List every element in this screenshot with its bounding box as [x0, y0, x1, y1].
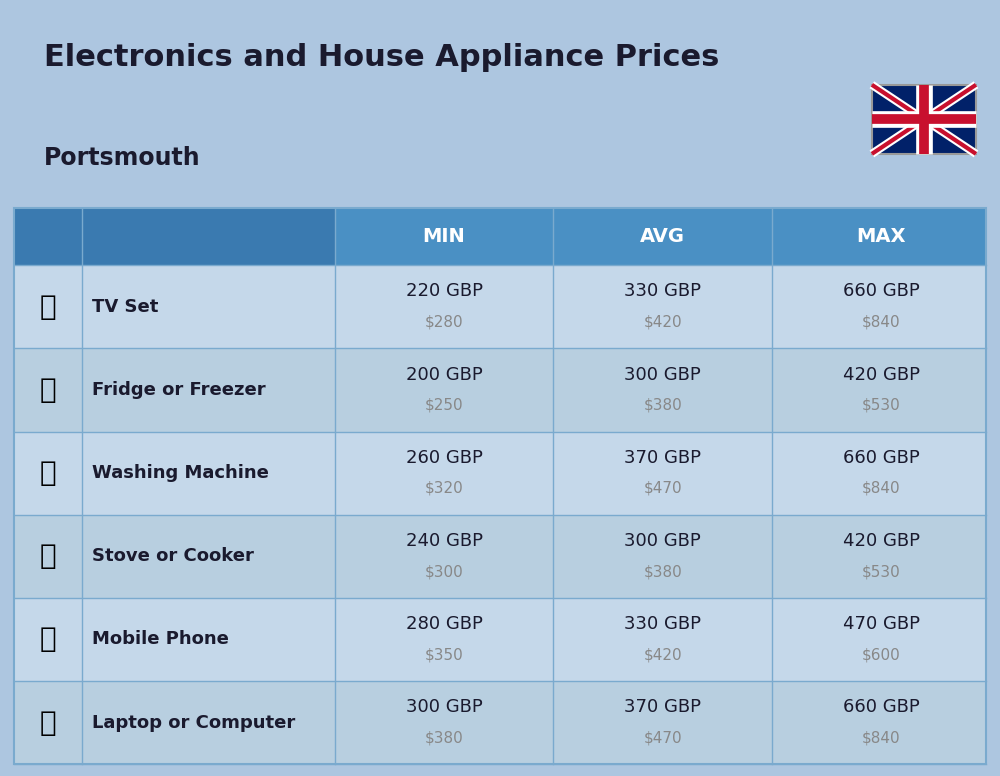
Text: $300: $300	[425, 564, 463, 579]
Text: 370 GBP: 370 GBP	[624, 698, 701, 716]
Text: 420 GBP: 420 GBP	[843, 532, 920, 550]
Text: $250: $250	[425, 398, 463, 413]
Text: 260 GBP: 260 GBP	[406, 449, 483, 466]
Text: Laptop or Computer: Laptop or Computer	[92, 714, 295, 732]
Text: 280 GBP: 280 GBP	[406, 615, 483, 633]
Text: 420 GBP: 420 GBP	[843, 365, 920, 383]
Text: Washing Machine: Washing Machine	[92, 464, 269, 482]
Text: $320: $320	[425, 481, 463, 496]
Text: 660 GBP: 660 GBP	[843, 449, 920, 466]
Text: $840: $840	[862, 481, 901, 496]
FancyBboxPatch shape	[14, 431, 986, 514]
Text: $530: $530	[862, 564, 901, 579]
Text: $420: $420	[643, 647, 682, 662]
Text: $470: $470	[643, 481, 682, 496]
Text: 370 GBP: 370 GBP	[624, 449, 701, 466]
Text: Stove or Cooker: Stove or Cooker	[92, 547, 254, 565]
Text: Mobile Phone: Mobile Phone	[92, 630, 229, 649]
FancyBboxPatch shape	[14, 348, 986, 431]
Text: $840: $840	[862, 314, 901, 330]
FancyBboxPatch shape	[14, 208, 986, 265]
Text: 🧊: 🧊	[40, 376, 56, 404]
Text: $420: $420	[643, 314, 682, 330]
Text: $600: $600	[862, 647, 901, 662]
Text: Fridge or Freezer: Fridge or Freezer	[92, 381, 266, 399]
Text: 🔥: 🔥	[40, 542, 56, 570]
Text: $380: $380	[643, 398, 682, 413]
FancyBboxPatch shape	[14, 208, 82, 265]
Text: 300 GBP: 300 GBP	[624, 365, 701, 383]
Text: MAX: MAX	[857, 227, 906, 246]
Text: 300 GBP: 300 GBP	[624, 532, 701, 550]
Text: 330 GBP: 330 GBP	[624, 615, 701, 633]
FancyBboxPatch shape	[14, 681, 986, 764]
Text: Electronics and House Appliance Prices: Electronics and House Appliance Prices	[44, 43, 719, 71]
Text: $470: $470	[643, 730, 682, 746]
Text: 220 GBP: 220 GBP	[406, 282, 483, 300]
Text: $350: $350	[425, 647, 463, 662]
Text: TV Set: TV Set	[92, 298, 158, 316]
Text: MIN: MIN	[423, 227, 465, 246]
FancyBboxPatch shape	[872, 85, 976, 154]
Text: 📱: 📱	[40, 625, 56, 653]
Text: $840: $840	[862, 730, 901, 746]
Text: Portsmouth: Portsmouth	[44, 146, 200, 170]
Text: 660 GBP: 660 GBP	[843, 282, 920, 300]
FancyBboxPatch shape	[14, 514, 986, 598]
Text: 240 GBP: 240 GBP	[406, 532, 483, 550]
Text: $380: $380	[643, 564, 682, 579]
FancyBboxPatch shape	[82, 208, 335, 265]
Text: 330 GBP: 330 GBP	[624, 282, 701, 300]
FancyBboxPatch shape	[14, 598, 986, 681]
Text: 🫧: 🫧	[40, 459, 56, 487]
Text: $280: $280	[425, 314, 463, 330]
Text: 470 GBP: 470 GBP	[843, 615, 920, 633]
Text: 200 GBP: 200 GBP	[406, 365, 482, 383]
Text: $380: $380	[425, 730, 463, 746]
FancyBboxPatch shape	[14, 265, 986, 348]
Text: AVG: AVG	[640, 227, 685, 246]
Text: $530: $530	[862, 398, 901, 413]
Text: 660 GBP: 660 GBP	[843, 698, 920, 716]
Text: 📺: 📺	[40, 293, 56, 320]
Text: 💻: 💻	[40, 708, 56, 736]
Text: 300 GBP: 300 GBP	[406, 698, 482, 716]
